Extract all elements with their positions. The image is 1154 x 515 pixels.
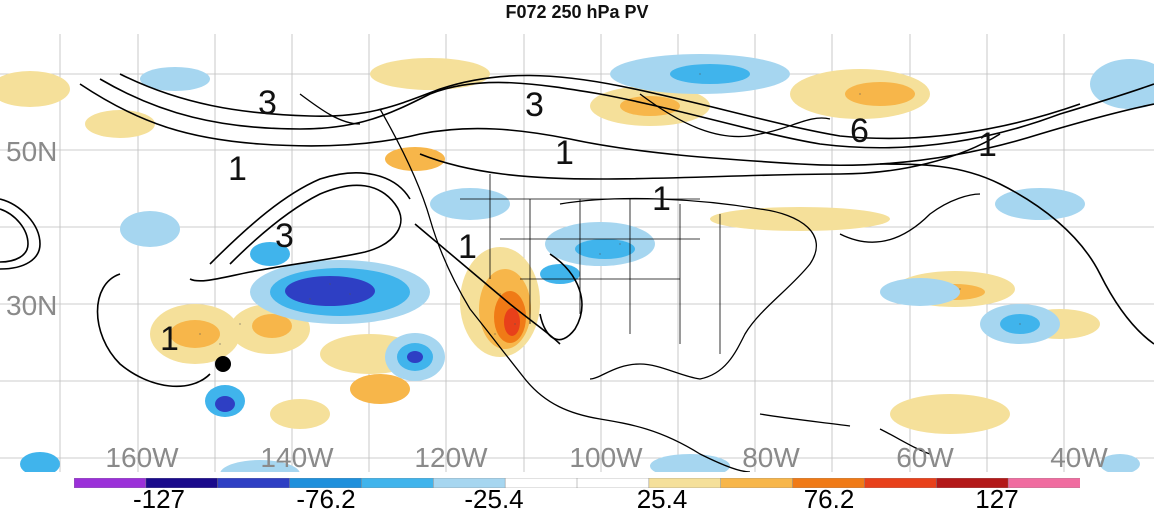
lon-label-80w: 80W bbox=[742, 442, 800, 473]
colorbar-swatch bbox=[361, 478, 435, 488]
colorbar-tick-label: 25.4 bbox=[636, 484, 688, 514]
lon-label-120w: 120W bbox=[414, 442, 488, 473]
colorbar-swatch bbox=[1007, 478, 1080, 488]
lon-label-140w: 140W bbox=[260, 442, 334, 473]
colorbar-tick-label: -127 bbox=[132, 484, 186, 514]
lat-label-50n: 50N bbox=[6, 136, 58, 167]
lon-label-100w: 100W bbox=[569, 442, 643, 473]
map-title: F072 250 hPa PV bbox=[505, 2, 649, 22]
colorbar bbox=[74, 478, 1080, 488]
contour-label: 1 bbox=[652, 180, 671, 218]
pv-shading bbox=[0, 54, 1154, 472]
colorbar-tick-label: 76.2 bbox=[803, 484, 855, 514]
coastlines bbox=[299, 93, 981, 472]
contour-label: 1 bbox=[228, 150, 247, 188]
lon-label-60w: 60W bbox=[896, 442, 954, 473]
lon-label-40w: 40W bbox=[1050, 442, 1108, 473]
contour-label: 3 bbox=[275, 217, 294, 255]
lon-label-160w: 160W bbox=[105, 442, 179, 473]
contour-label: 1 bbox=[555, 134, 574, 172]
contour-label: 1 bbox=[160, 320, 179, 358]
contour-label: 3 bbox=[258, 84, 277, 122]
colorbar-swatch bbox=[720, 478, 794, 488]
contour-label: 3 bbox=[525, 86, 544, 124]
storm-marker bbox=[215, 356, 231, 372]
pv-map bbox=[0, 34, 1154, 472]
contour-label: 1 bbox=[978, 126, 997, 164]
colorbar-tick-label: -25.4 bbox=[464, 484, 524, 514]
stipple-pattern bbox=[199, 73, 1021, 345]
colorbar-tick-label: 127 bbox=[975, 484, 1019, 514]
contour-label: 6 bbox=[850, 112, 869, 150]
colorbar-swatch bbox=[864, 478, 938, 488]
contour-label: 1 bbox=[458, 228, 477, 266]
colorbar-swatch bbox=[217, 478, 291, 488]
colorbar-tick-label: -76.2 bbox=[296, 484, 356, 514]
lat-label-30n: 30N bbox=[6, 290, 58, 321]
pv-contours bbox=[0, 73, 1154, 388]
state-boundaries bbox=[460, 174, 721, 354]
